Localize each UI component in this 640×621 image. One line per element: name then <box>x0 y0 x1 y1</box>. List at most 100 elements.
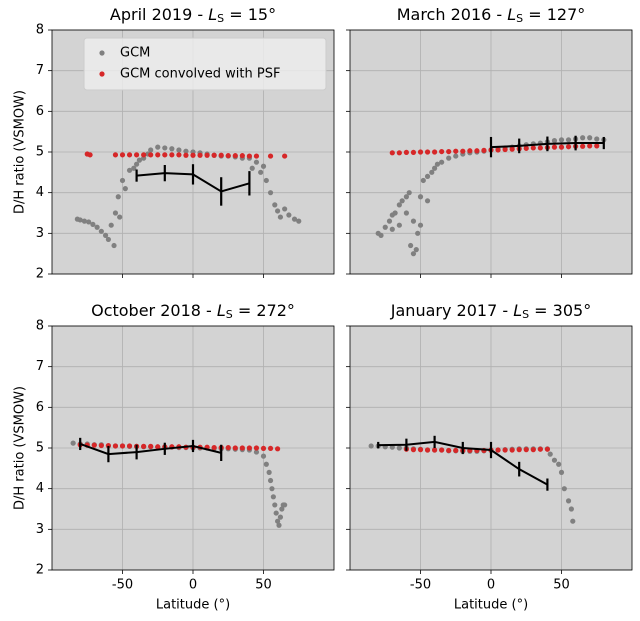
point <box>112 443 119 449</box>
point <box>565 498 572 504</box>
point <box>502 146 508 153</box>
point <box>86 219 92 225</box>
y-axis-label: D/H ratio (VSMOW) <box>13 90 28 214</box>
x-tick-label: -50 <box>410 578 431 593</box>
point <box>587 143 593 149</box>
point <box>530 145 536 151</box>
point <box>263 461 269 467</box>
point <box>502 447 508 453</box>
point <box>594 136 600 142</box>
point <box>389 150 395 156</box>
point <box>396 222 402 228</box>
point <box>446 148 452 155</box>
point <box>286 212 292 218</box>
point <box>410 218 417 224</box>
point <box>190 152 196 158</box>
point <box>162 145 168 151</box>
point <box>91 442 97 448</box>
point <box>111 242 117 249</box>
point <box>169 152 175 158</box>
point <box>102 232 109 238</box>
title-part: March 2016 - <box>397 5 508 24</box>
point <box>558 137 565 143</box>
point <box>204 152 210 158</box>
point <box>218 152 224 158</box>
point <box>296 218 302 224</box>
x-tick-label: 0 <box>487 578 495 593</box>
point <box>368 443 374 449</box>
y-tick-label: 5 <box>36 441 44 456</box>
point <box>587 135 593 141</box>
plot-frame <box>349 29 633 275</box>
point <box>556 461 562 467</box>
plot-marks <box>375 135 607 257</box>
plot-frame <box>51 325 335 571</box>
point <box>389 226 395 232</box>
point <box>112 210 119 216</box>
point <box>253 159 260 165</box>
point <box>439 159 445 165</box>
y-tick-label: 3 <box>36 522 44 537</box>
title-part: L <box>217 301 226 320</box>
point <box>378 232 384 238</box>
point <box>580 135 586 141</box>
point <box>81 218 88 224</box>
point <box>417 222 424 228</box>
point <box>269 486 275 492</box>
point <box>260 445 267 452</box>
point <box>267 153 274 159</box>
point <box>122 186 128 192</box>
title-part: January 2017 - <box>390 301 513 320</box>
point <box>126 443 133 449</box>
point <box>275 446 281 452</box>
point <box>460 148 466 154</box>
subplot: -50 0 50 2 3 4 5 6 7 8 October 2018 - LS = 272° D/H… <box>13 301 335 613</box>
title-part: October 2018 - <box>91 301 217 320</box>
point <box>232 153 238 159</box>
point <box>260 163 267 169</box>
title-part: L <box>507 5 516 24</box>
point <box>253 153 260 159</box>
point <box>239 445 245 451</box>
point <box>239 153 245 159</box>
point <box>424 173 431 179</box>
point <box>403 149 409 156</box>
point <box>155 144 161 150</box>
point <box>155 152 161 158</box>
point <box>70 440 76 446</box>
title-part: L <box>208 5 217 24</box>
point <box>580 143 586 149</box>
point <box>474 148 480 154</box>
point <box>495 147 501 153</box>
subplot-title: October 2018 - LS = 272° <box>91 301 295 322</box>
point <box>266 469 272 475</box>
point <box>439 148 445 155</box>
point <box>432 447 438 453</box>
point <box>424 149 431 155</box>
point <box>403 210 409 216</box>
point <box>119 152 126 158</box>
point <box>396 445 402 451</box>
point <box>537 145 543 151</box>
legend-label: GCM convolved with PSF <box>120 67 280 82</box>
point <box>253 445 260 451</box>
title-part: L <box>513 301 522 320</box>
title-part: April 2019 - <box>110 5 208 24</box>
subplot: 2 3 4 5 6 7 8 April 2019 - LS = 15° D/H ratio (V… <box>13 5 335 282</box>
point <box>453 148 459 154</box>
y-axis-label: D/H ratio (VSMOW) <box>13 386 28 510</box>
plot-marks <box>368 435 576 524</box>
point <box>282 206 288 212</box>
point <box>565 144 572 150</box>
title-part: = 272° <box>233 301 295 320</box>
point <box>558 469 565 475</box>
point <box>246 153 252 159</box>
title-part: S <box>516 12 523 25</box>
point <box>246 445 252 451</box>
point <box>141 152 147 158</box>
legend-marker <box>99 71 105 77</box>
point <box>386 218 393 224</box>
point <box>413 247 419 253</box>
point <box>417 447 424 453</box>
